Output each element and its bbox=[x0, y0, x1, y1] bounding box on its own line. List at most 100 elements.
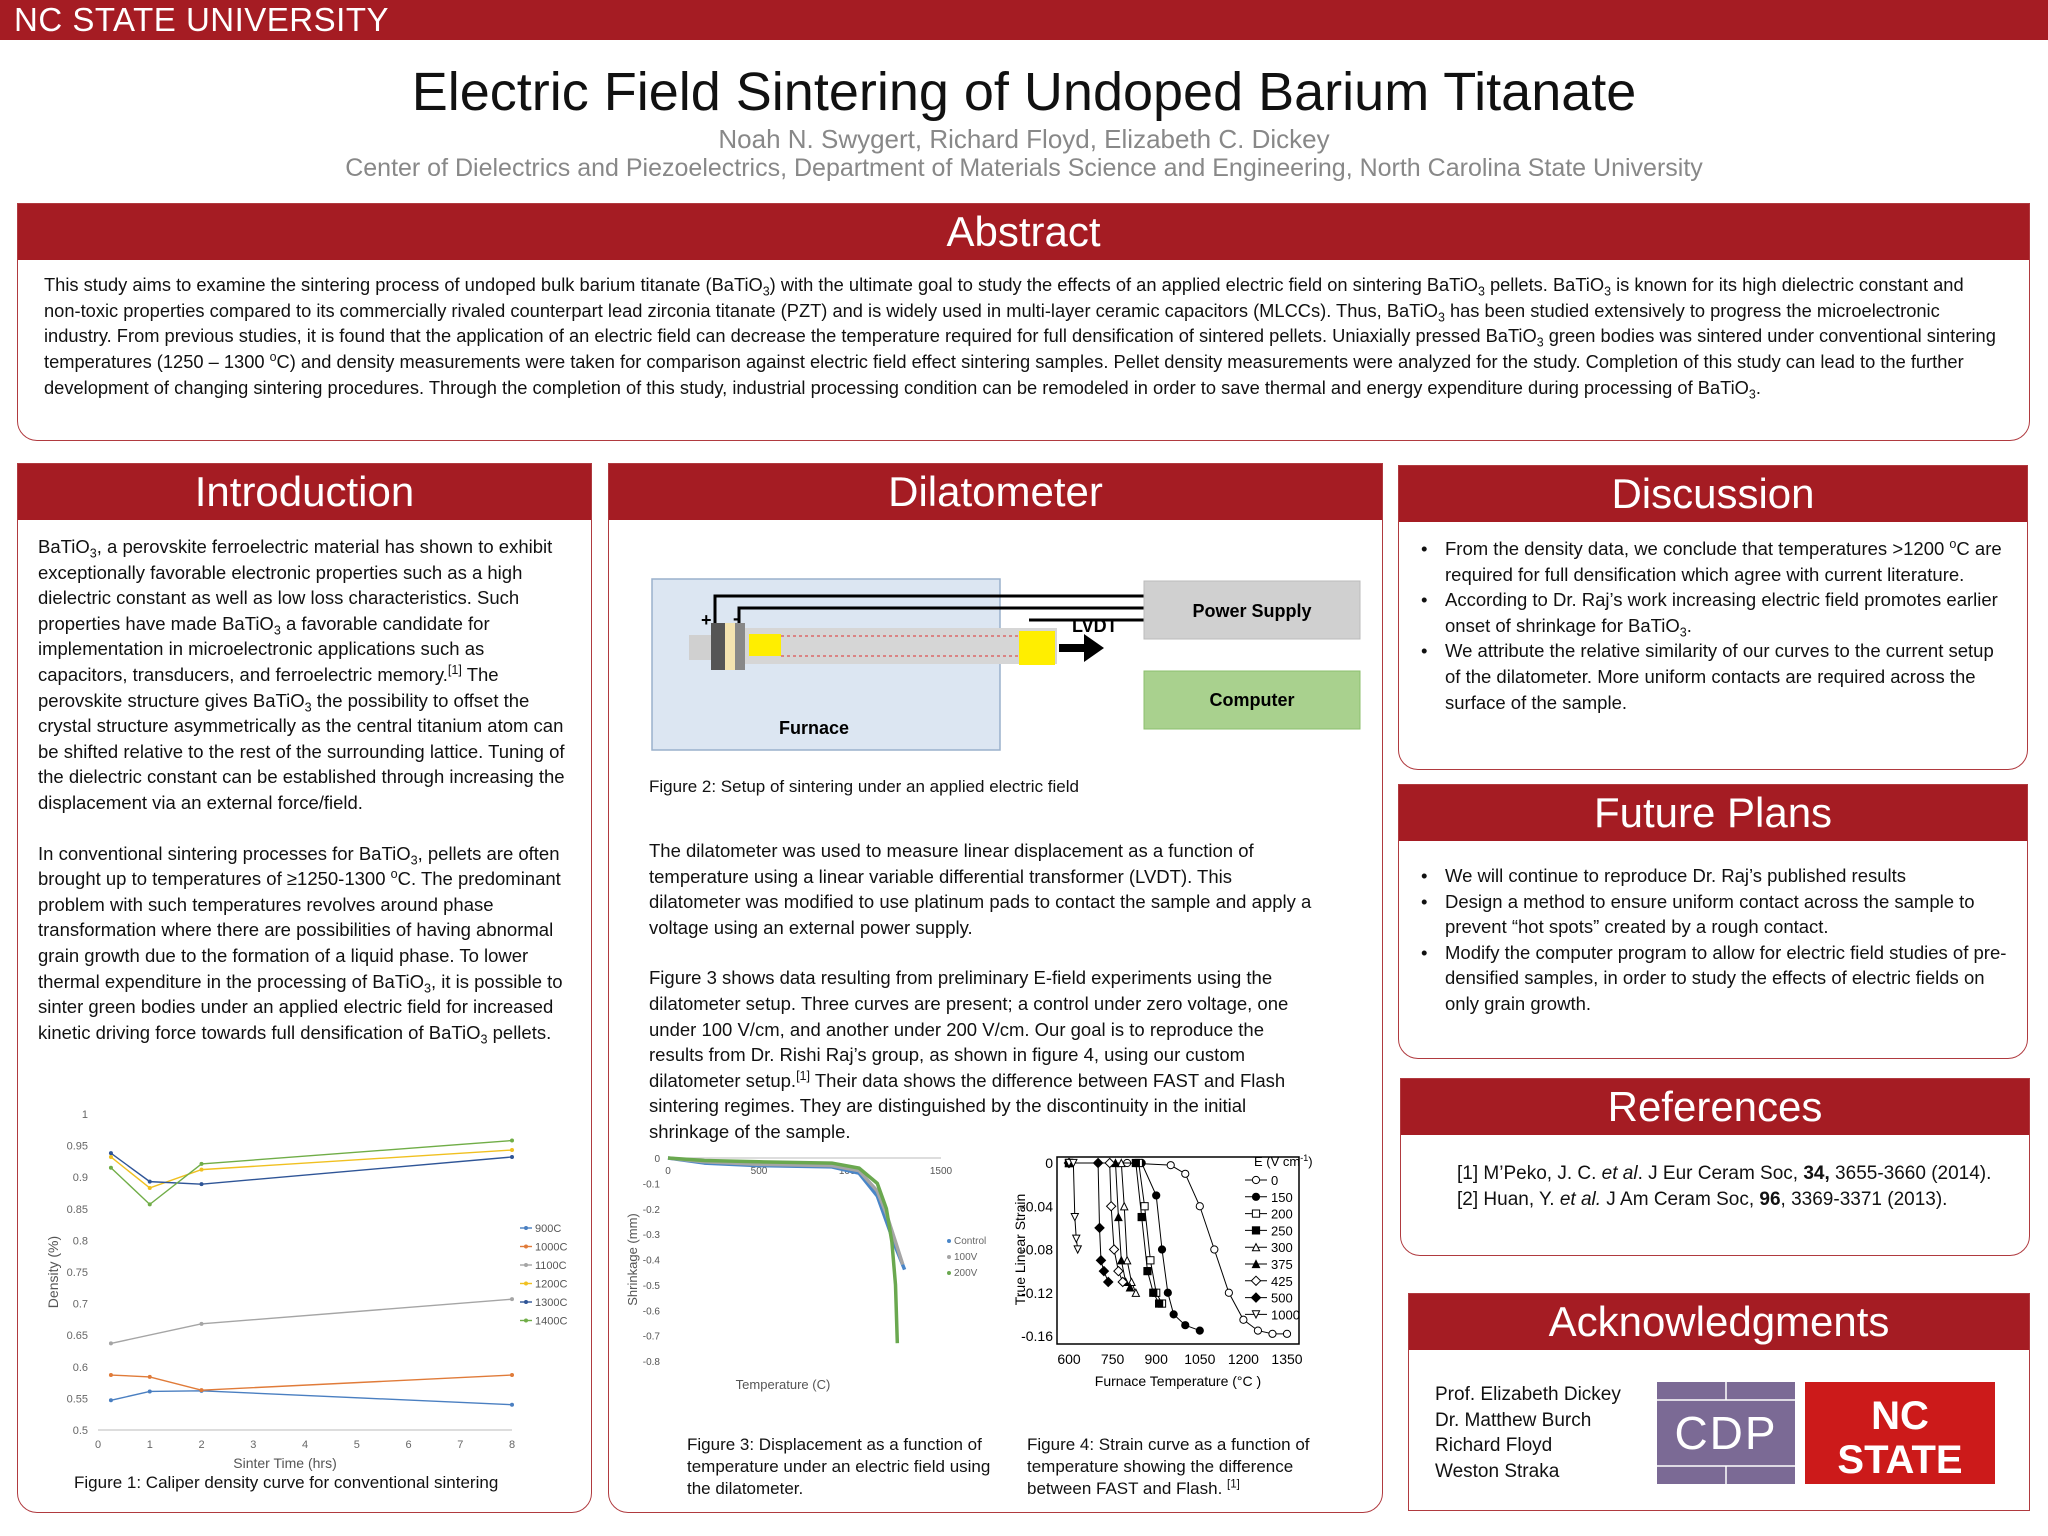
text: Their data shows the difference between … bbox=[649, 1069, 1286, 1142]
text: C are required for full densification wh… bbox=[1445, 538, 2002, 585]
legend-label: 375 bbox=[1271, 1257, 1293, 1272]
data-point-1200C bbox=[108, 1154, 113, 1159]
shrinkage-chart: 0 -0.1 -0.2 -0.3 -0.4 -0.5 -0.6 -0.7 -0.8 0 500 100… bbox=[625, 1154, 986, 1392]
y-axis-label: Shrinkage (mm) bbox=[625, 1213, 640, 1305]
data-point-200 bbox=[1146, 1256, 1155, 1265]
figure-1-caption: Figure 1: Caliper density curve for conv… bbox=[74, 1473, 499, 1492]
introduction-panel: Introduction BaTiO3, a perovskite ferroe… bbox=[17, 463, 592, 1513]
y-axis-label: True Linear Strain bbox=[1012, 1194, 1028, 1306]
dilatometer-panel: Dilatometer + - LVDT Furnace Power Suppl… bbox=[608, 463, 1383, 1513]
text: The perovskite structure gives BaTiO bbox=[38, 663, 499, 711]
reference-1: [1] M’Peko, J. C. et al. J Eur Ceram Soc… bbox=[1457, 1161, 2009, 1187]
legend-marker-1200C bbox=[524, 1281, 528, 1286]
y-tick-label: -0.3 bbox=[643, 1230, 661, 1241]
legend-marker-1100C bbox=[524, 1263, 528, 1267]
abstract-text: This study aims to examine the sintering… bbox=[18, 260, 2029, 413]
subscript: 3 bbox=[1604, 284, 1612, 299]
data-point-1300C bbox=[147, 1179, 152, 1184]
x-tick-label: 1 bbox=[147, 1439, 153, 1451]
lvdt-core bbox=[1019, 631, 1055, 665]
data-point-1000 bbox=[1068, 1158, 1078, 1168]
legend-label: 0 bbox=[1271, 1173, 1278, 1188]
wire-minus bbox=[737, 606, 1144, 623]
university-header-bar: NC STATE UNIVERSITY bbox=[0, 0, 2048, 40]
acknowledgment-name: Dr. Matthew Burch bbox=[1435, 1409, 1592, 1431]
poster-title: Electric Field Sintering of Undoped Bari… bbox=[411, 62, 1637, 122]
text: . J Eur Ceram Soc, bbox=[1637, 1163, 1804, 1184]
acknowledgment-name: Weston Straka bbox=[1435, 1460, 1560, 1482]
data-point-1400C bbox=[147, 1202, 152, 1207]
subscript: 3 bbox=[273, 623, 281, 638]
data-point-0 bbox=[1181, 1169, 1190, 1178]
plot-frame bbox=[1056, 1156, 1300, 1345]
computer-box bbox=[1143, 670, 1361, 730]
ncstate-logo: NC STATE UNIVERSITY bbox=[1805, 1382, 2000, 1516]
arrow-icon bbox=[1059, 634, 1104, 662]
text: J Am Ceram Soc, bbox=[1601, 1189, 1760, 1210]
figure-2-caption: Figure 2: Setup of sintering under an ap… bbox=[649, 777, 1079, 796]
acknowledgments-names: Prof. Elizabeth Dickey Dr. Matthew Burch… bbox=[1435, 1382, 1621, 1484]
y-tick-label: -0.5 bbox=[643, 1281, 661, 1292]
data-point-1400C bbox=[108, 1165, 113, 1170]
legend-label: 1300C bbox=[535, 1297, 567, 1309]
text: et al bbox=[1601, 1163, 1638, 1184]
abstract-text-1: This study aims to examine the sintering… bbox=[44, 274, 763, 295]
text: , it is possible to sinter green bodies … bbox=[38, 970, 563, 1043]
dilatometer-paragraph-1: The dilatometer was used to measure line… bbox=[649, 840, 1312, 938]
text: [2] Huan, Y. bbox=[1457, 1189, 1560, 1210]
y-tick-label: -0.04 bbox=[1021, 1198, 1053, 1214]
x-tick-label: 6 bbox=[405, 1439, 411, 1451]
y-tick-label: 0.9 bbox=[73, 1172, 88, 1184]
y-tick-label: -0.4 bbox=[643, 1256, 661, 1267]
text: 34, bbox=[1803, 1163, 1830, 1184]
list-item: We will continue to reproduce Dr. Raj’s … bbox=[1417, 863, 2007, 889]
list-item: We attribute the relative similarity of … bbox=[1417, 638, 2007, 715]
x-tick-label: 7 bbox=[457, 1439, 463, 1451]
y-tick-label: 0.5 bbox=[73, 1425, 88, 1437]
legend-title-end: ) bbox=[1308, 1154, 1312, 1169]
text: a favorable candidate for implementation… bbox=[38, 612, 490, 685]
data-point-425 bbox=[1113, 1265, 1124, 1277]
cdp-logo-text: CDP bbox=[1674, 1407, 1778, 1459]
abstract-panel: Abstract This study aims to examine the … bbox=[17, 203, 2030, 441]
introduction-text: BaTiO3, a perovskite ferroelectric mater… bbox=[18, 520, 591, 1084]
legend-marker-200 bbox=[1251, 1209, 1261, 1218]
citation: [1] bbox=[1227, 1478, 1240, 1491]
data-point-250 bbox=[1131, 1158, 1140, 1168]
citation: [1] bbox=[447, 662, 462, 677]
data-point-900C bbox=[147, 1389, 152, 1394]
data-point-1000C bbox=[199, 1388, 204, 1393]
series-line-425 bbox=[1069, 1162, 1124, 1283]
x-tick-label: 0 bbox=[95, 1439, 101, 1451]
subscript: 3 bbox=[410, 853, 418, 868]
text: [1] M’Peko, J. C. bbox=[1457, 1163, 1602, 1184]
series-line-200V bbox=[667, 1156, 900, 1344]
legend-title: E (V cm-1) bbox=[1254, 1153, 1313, 1169]
abstract-text-3: pellets. BaTiO bbox=[1484, 274, 1605, 295]
x-tick-label: 5 bbox=[354, 1439, 360, 1451]
text: , 3369-3371 (2013). bbox=[1780, 1189, 1948, 1210]
data-point-1000C bbox=[147, 1374, 152, 1379]
legend-label: 300 bbox=[1271, 1240, 1293, 1255]
data-point-0 bbox=[1210, 1245, 1219, 1254]
y-tick-label: 1 bbox=[82, 1109, 88, 1121]
reference-2: [2] Huan, Y. et al. J Am Ceram Soc, 96, … bbox=[1457, 1187, 2009, 1213]
contact-pad-yellow bbox=[749, 634, 781, 656]
abstract-text-8: . bbox=[1755, 376, 1761, 398]
series-line-1300C bbox=[110, 1152, 513, 1185]
y-axis-label: Density (%) bbox=[45, 1236, 61, 1308]
text: et al. bbox=[1559, 1189, 1602, 1210]
data-point-250 bbox=[1143, 1267, 1152, 1276]
text: From the density data, we conclude that … bbox=[1445, 538, 1950, 559]
future-plans-list: We will continue to reproduce Dr. Raj’s … bbox=[1417, 863, 2007, 1017]
data-point-1100C bbox=[108, 1341, 113, 1346]
series-line-1400C bbox=[110, 1139, 513, 1206]
legend-label: 425 bbox=[1271, 1274, 1293, 1289]
text: According to Dr. Raj’s work increasing e… bbox=[1445, 589, 1998, 636]
subscript: 3 bbox=[1437, 310, 1445, 325]
legend-label: 1000 bbox=[1271, 1307, 1300, 1322]
sample-pad-dark bbox=[711, 623, 725, 670]
data-point-150 bbox=[1195, 1326, 1204, 1335]
legend-label: 1000C bbox=[535, 1242, 567, 1254]
sample-pad-light bbox=[735, 623, 745, 670]
